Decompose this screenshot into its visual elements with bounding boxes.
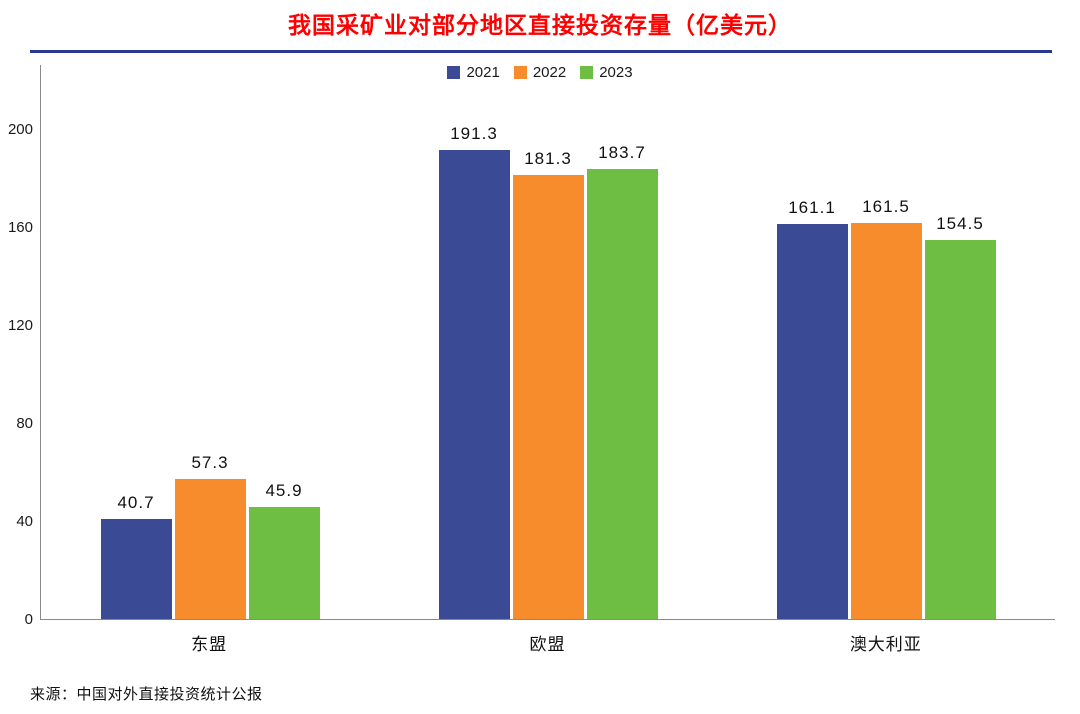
bar-group-东盟: 40.7 57.3 45.9 — [100, 453, 320, 619]
source-note: 来源：中国对外直接投资统计公报 — [30, 686, 263, 703]
bar-2021-欧盟: 191.3 — [438, 124, 510, 619]
legend-label-2023: 2023 — [599, 64, 633, 81]
legend-label-2021: 2021 — [466, 64, 500, 81]
bar-2021-澳大利亚: 161.1 — [776, 198, 848, 619]
plot-area: 40.7 57.3 45.9 191.3 181.3 183.7 161.1 161.5 154… — [40, 65, 1055, 620]
chart-title: 我国采矿业对部分地区直接投资存量（亿美元） — [288, 12, 792, 38]
bar-value-label: 57.3 — [191, 452, 229, 472]
x-axis-label-澳大利亚: 澳大利亚 — [849, 635, 922, 654]
y-tick-label-40: 40 — [16, 513, 33, 530]
bar-2022-东盟: 57.3 — [174, 453, 246, 619]
legend-swatch-2022 — [513, 66, 527, 79]
y-axis: 0 40 80 120 160 200 — [0, 65, 33, 628]
bar-2023-东盟: 45.9 — [248, 481, 320, 619]
x-axis-labels: 东盟 欧盟 澳大利亚 — [40, 630, 1055, 655]
legend-item-2022: 2022 — [513, 64, 567, 81]
y-tick-label-0: 0 — [24, 611, 33, 628]
y-tick-label-80: 80 — [16, 415, 33, 432]
bar-value-label: 154.5 — [936, 214, 984, 234]
legend-swatch-2023 — [580, 66, 594, 79]
legend-item-2021: 2021 — [447, 64, 500, 81]
y-tick-label-120: 120 — [7, 317, 33, 334]
title-divider — [30, 50, 1052, 53]
x-axis-label-东盟: 东盟 — [191, 635, 228, 654]
bar-2022-欧盟: 181.3 — [512, 149, 584, 619]
bar-value-label: 161.5 — [862, 197, 910, 217]
bar-value-label: 181.3 — [524, 148, 572, 168]
x-axis-label-欧盟: 欧盟 — [529, 635, 566, 654]
bar-2023-欧盟: 183.7 — [586, 143, 658, 619]
legend-swatch-2021 — [447, 66, 461, 79]
bar-group-欧盟: 191.3 181.3 183.7 — [438, 124, 658, 619]
bar-2021-东盟: 40.7 — [100, 493, 172, 619]
y-tick-label-200: 200 — [7, 121, 33, 138]
bar-2022-澳大利亚: 161.5 — [850, 197, 922, 619]
legend-label-2022: 2022 — [532, 64, 567, 81]
legend-item-2023: 2023 — [580, 64, 633, 81]
legend: 2021 2022 2023 — [0, 64, 1080, 81]
bar-value-label: 183.7 — [598, 142, 646, 162]
bar-group-澳大利亚: 161.1 161.5 154.5 — [776, 197, 996, 619]
bar-value-label: 40.7 — [117, 493, 155, 513]
bar-value-label: 45.9 — [265, 480, 303, 500]
bar-value-label: 161.1 — [788, 198, 836, 218]
bar-2023-澳大利亚: 154.5 — [924, 214, 996, 619]
bar-value-label: 191.3 — [450, 124, 498, 144]
y-tick-label-160: 160 — [7, 219, 33, 236]
